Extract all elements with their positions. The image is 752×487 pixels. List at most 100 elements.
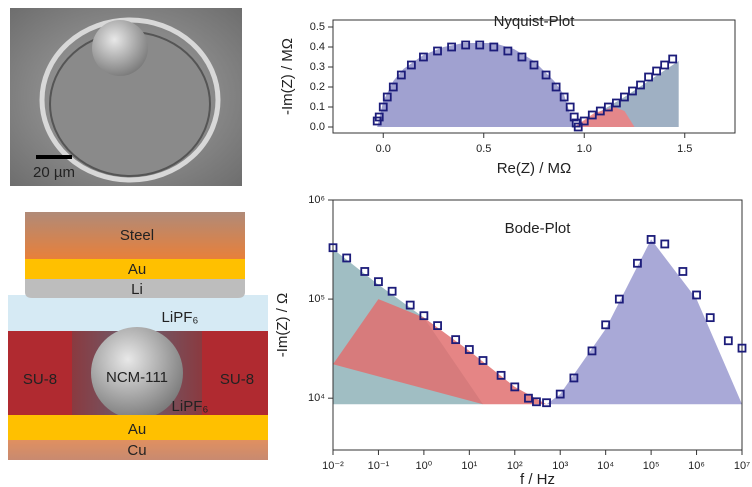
data-point (475, 40, 485, 50)
x-tick-label: 1.0 (577, 143, 592, 155)
li-layer (25, 279, 245, 298)
data-point (628, 86, 637, 96)
fit-area (546, 239, 742, 405)
data-point (737, 343, 747, 353)
data-point (678, 267, 688, 276)
layer-label: Cu (127, 442, 146, 459)
y-tick-label: 10⁵ (308, 293, 325, 305)
au-top-layer (25, 259, 245, 279)
data-point (510, 382, 520, 392)
data-point (633, 258, 642, 268)
data-point (517, 52, 527, 62)
layer-label: SU-8 (220, 371, 254, 388)
x-tick-label: 10⁷ (734, 460, 750, 472)
data-point (489, 42, 499, 52)
y-axis-label: -Im(Z) / MΩ (279, 38, 296, 115)
plot-frame (332, 199, 743, 451)
data-point (419, 311, 429, 321)
layer-label: LiPF₆ (162, 309, 199, 326)
data-point (569, 112, 579, 122)
data-point (565, 102, 575, 112)
x-tick-label: 1.5 (677, 143, 692, 155)
data-point (579, 116, 589, 126)
data-point (587, 110, 597, 120)
data-point (524, 393, 533, 403)
au-bottom-layer (8, 415, 268, 440)
x-tick-label: 10⁴ (597, 460, 614, 472)
data-point (541, 70, 551, 80)
y-tick-label: 0.4 (310, 41, 325, 53)
data-point (705, 313, 715, 323)
data-point (601, 320, 611, 330)
data-point (382, 92, 392, 102)
data-point (419, 52, 428, 62)
steel-layer (25, 212, 245, 259)
data-point (595, 106, 605, 116)
data-point (569, 373, 579, 383)
electrolyte-layer (8, 295, 268, 331)
data-point (387, 286, 397, 296)
y-tick-label: 10⁶ (308, 194, 325, 206)
data-point (573, 122, 583, 132)
x-tick-label: 0.0 (376, 143, 391, 155)
data-point (396, 70, 406, 80)
layer-label: SU-8 (23, 371, 57, 388)
data-point (503, 46, 513, 56)
x-tick-label: 10⁵ (643, 460, 660, 472)
data-point (378, 102, 388, 112)
data-point (529, 60, 539, 70)
data-point (551, 82, 561, 92)
data-point (542, 398, 551, 408)
data-point (461, 40, 471, 50)
data-point (374, 277, 383, 287)
fit-area (333, 299, 547, 405)
data-point (478, 356, 488, 365)
data-point (668, 54, 678, 64)
fit-area (377, 43, 575, 127)
data-point (587, 346, 597, 356)
data-point (532, 397, 541, 407)
data-point (636, 80, 645, 90)
chart-title: Bode-Plot (505, 220, 572, 237)
x-tick-label: 0.5 (476, 143, 491, 155)
layer-label: NCM-111 (106, 369, 168, 386)
x-tick-label: 10⁶ (688, 460, 705, 472)
y-tick-label: 0.5 (310, 21, 325, 33)
data-point (451, 335, 461, 345)
data-point (496, 370, 506, 380)
y-tick-label: 0.2 (310, 81, 325, 93)
x-tick-label: 10³ (552, 460, 568, 472)
data-point (555, 389, 565, 399)
y-tick-label: 0.3 (310, 61, 325, 73)
plot-frame (332, 19, 736, 134)
layer-label: Au (128, 261, 146, 278)
data-point (559, 92, 569, 102)
cu-layer (8, 440, 268, 460)
data-point (660, 239, 670, 249)
sem-particle (92, 20, 148, 76)
data-point (614, 294, 624, 304)
data-point (644, 72, 653, 82)
data-point (405, 300, 415, 310)
data-point (646, 235, 656, 244)
scale-bar-label: 20 µm (33, 164, 75, 181)
data-point (360, 267, 370, 276)
sem-ring (39, 17, 221, 183)
data-point (620, 92, 629, 102)
data-point (433, 46, 442, 56)
data-point (374, 112, 384, 122)
sem-image: 20 µm (10, 8, 242, 186)
data-point (603, 102, 613, 112)
layer-label: Au (128, 421, 146, 438)
data-point (652, 66, 662, 76)
data-point (388, 82, 398, 92)
x-axis-label: Re(Z) / MΩ (497, 160, 572, 177)
ncm-particle (91, 327, 183, 419)
y-tick-label: 0.1 (310, 101, 325, 113)
layer-label: Li (131, 281, 143, 298)
cell-diagram: Steel Au Li LiPF₆ SU-8 NCM-111 SU-8 LiPF… (8, 212, 268, 460)
data-point (406, 60, 416, 70)
x-tick-label: 10⁻¹ (368, 460, 390, 472)
data-point (692, 290, 701, 300)
x-tick-label: 10⁰ (416, 460, 433, 472)
